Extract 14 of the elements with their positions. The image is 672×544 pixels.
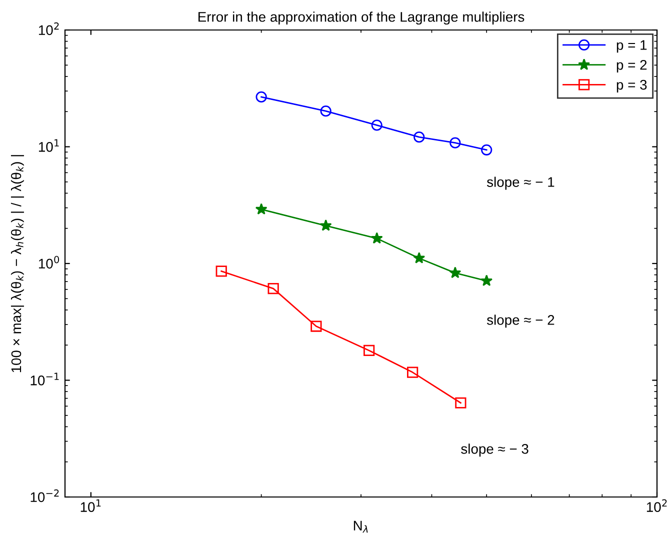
annotation: slope ≈ − 2 xyxy=(486,314,554,328)
legend-label: p = 3 xyxy=(616,80,647,92)
annotation: slope ≈ − 3 xyxy=(461,444,528,457)
y-tick-label: 10$^{−2}$ xyxy=(30,489,59,502)
y-tick-label: 10$^{−1}$ xyxy=(30,372,59,386)
y-tick-label: 10$^{1}$ xyxy=(38,139,59,152)
y-tick-label: 10$^{2}$ xyxy=(38,22,59,36)
text: 100 × max| λ(θ$_{k}$) − λ$_{h}$(θ$_{k}$) | / | λ(θ$_{k}$) | xyxy=(10,155,24,372)
y-tick-label: 10$^{0}$ xyxy=(38,256,60,269)
x-axis-title: N$_{λ}$ xyxy=(354,520,368,533)
legend-label: p = 2 xyxy=(616,60,647,73)
annotation: slope ≈ − 1 xyxy=(486,176,554,190)
legend-label: p = 1 xyxy=(616,40,647,53)
chart-title: Error in the approximation of the Lagrange multipliers xyxy=(198,12,524,25)
